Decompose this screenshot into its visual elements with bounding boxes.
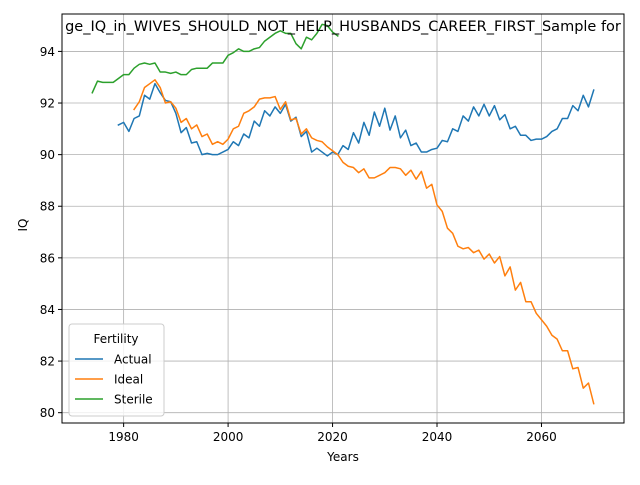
x-tick-label: 2020 [317, 430, 348, 444]
legend-label-sterile: Sterile [114, 393, 153, 407]
legend-label-actual: Actual [114, 353, 152, 367]
x-tick-label: 2000 [213, 430, 244, 444]
y-tick-label: 92 [40, 97, 55, 111]
legend-title: Fertility [93, 332, 138, 346]
y-tick-label: 90 [40, 148, 55, 162]
x-tick-label: 2060 [526, 430, 557, 444]
chart-title: ge_IQ_in_WIVES_SHOULD_NOT_HELP_HUSBANDS_… [65, 19, 621, 35]
y-axis-label: IQ [16, 219, 30, 232]
x-axis-label: Years [326, 450, 359, 464]
legend-label-ideal: Ideal [114, 373, 143, 387]
y-tick-label: 80 [40, 406, 55, 420]
y-tick-label: 82 [40, 355, 55, 369]
x-tick-label: 1980 [108, 430, 139, 444]
y-tick-label: 94 [40, 45, 55, 59]
y-tick-label: 84 [40, 303, 55, 317]
x-tick-label: 2040 [422, 430, 453, 444]
y-tick-label: 86 [40, 251, 55, 265]
legend: Fertility Actual Ideal Sterile [69, 324, 164, 416]
y-tick-label: 88 [40, 200, 55, 214]
